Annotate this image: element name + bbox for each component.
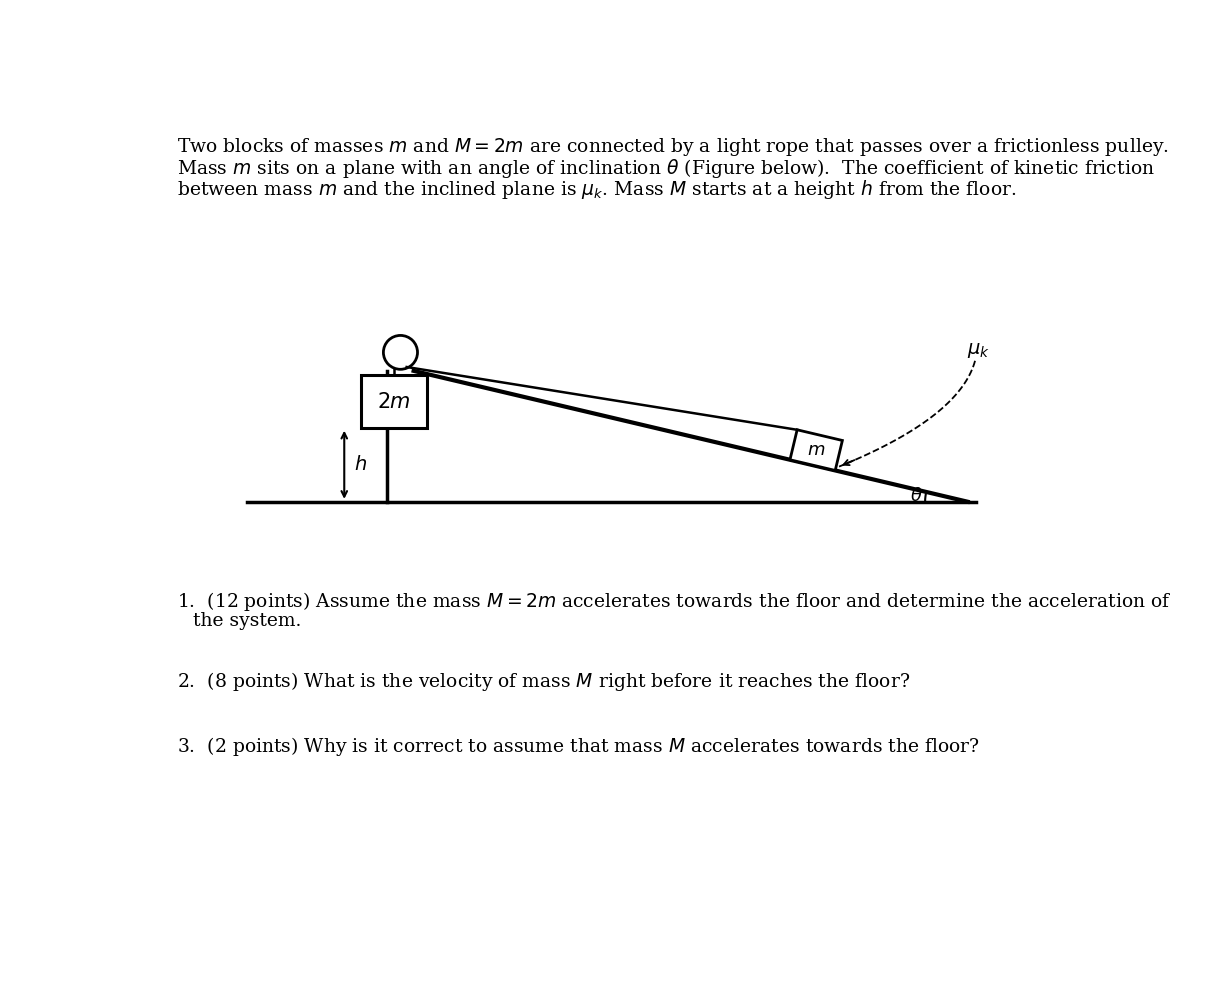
Text: $h$: $h$ [354, 455, 367, 474]
Text: Mass $m$ sits on a plane with an angle of inclination $\theta$ (Figure below).  : Mass $m$ sits on a plane with an angle o… [177, 157, 1156, 180]
Text: 3.  (2 points) Why is it correct to assume that mass $M$ accelerates towards the: 3. (2 points) Why is it correct to assum… [177, 735, 981, 758]
Polygon shape [790, 430, 843, 470]
Text: between mass $m$ and the inclined plane is $\mu_k$. Mass $M$ starts at a height : between mass $m$ and the inclined plane … [177, 178, 1016, 201]
Text: $\mu_k$: $\mu_k$ [967, 341, 991, 360]
Text: Two blocks of masses $m$ and $M = 2m$ are connected by a light rope that passes : Two blocks of masses $m$ and $M = 2m$ ar… [177, 136, 1169, 158]
Text: $m$: $m$ [807, 441, 825, 459]
Bar [361, 376, 428, 428]
Text: 1.  (12 points) Assume the mass $M = 2m$ accelerates towards the floor and deter: 1. (12 points) Assume the mass $M = 2m$ … [177, 590, 1172, 613]
Text: the system.: the system. [192, 612, 301, 630]
Text: 2.  (8 points) What is the velocity of mass $M$ right before it reaches the floo: 2. (8 points) What is the velocity of ma… [177, 669, 910, 692]
Text: $\theta$: $\theta$ [910, 486, 923, 505]
Text: $2m$: $2m$ [377, 392, 411, 412]
